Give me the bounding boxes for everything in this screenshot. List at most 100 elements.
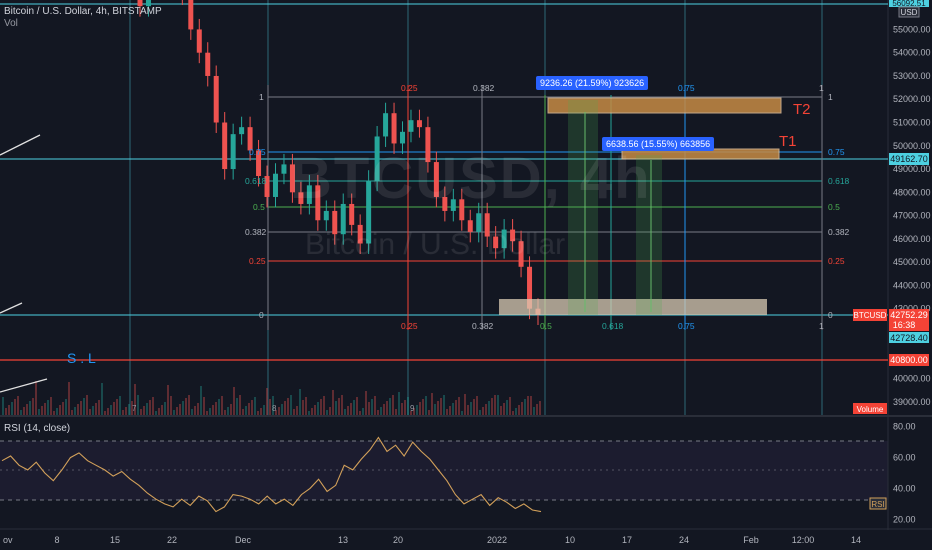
fib-left-025: 0.25: [249, 256, 266, 266]
volume-bar: [242, 409, 244, 415]
candle-body: [340, 203, 346, 235]
volume-bar: [326, 410, 328, 415]
measure-label-t1[interactable]: 6638.56 (15.55%) 663856: [602, 137, 715, 151]
rsi-tick-label: 60.00: [893, 453, 916, 463]
volume-bar: [5, 408, 7, 415]
fib-top-075: 0.75: [678, 83, 695, 93]
volume-bar: [524, 399, 526, 415]
rsi-pane[interactable]: [0, 417, 888, 527]
volume-bar: [20, 410, 22, 415]
volume-bar: [2, 397, 4, 415]
volume-bar: [158, 408, 160, 415]
volume-bar: [503, 403, 505, 415]
price-42728-bg: [889, 332, 929, 343]
btcusd-badge[interactable]: BTCUSD: [854, 311, 887, 320]
volume-bar: [149, 400, 151, 415]
rsi-badge[interactable]: RSI: [871, 500, 884, 509]
volume-bar: [116, 399, 118, 415]
price-tick-label: 45000.00: [893, 257, 931, 267]
candle-body: [416, 120, 422, 128]
zone-bottom[interactable]: [499, 299, 767, 315]
measure-area-t1[interactable]: [636, 155, 662, 315]
fib-bottom-025: 0.25: [401, 321, 418, 331]
volume-bar: [353, 400, 355, 415]
volume-bar: [371, 399, 373, 415]
period-mark-9: 9: [410, 404, 415, 413]
volume-bar: [335, 401, 337, 415]
trendline-3[interactable]: [0, 378, 48, 393]
volume-bar: [140, 409, 142, 415]
volume-bar: [281, 404, 283, 415]
volume-bar: [536, 404, 538, 415]
fib-time-lines[interactable]: [267, 85, 823, 330]
label-t2[interactable]: T2: [793, 101, 811, 118]
rsi-line[interactable]: [1, 436, 542, 513]
volume-bar: [458, 397, 460, 415]
label-stop-loss[interactable]: S . L: [67, 350, 96, 366]
price-candles[interactable]: [137, 0, 541, 325]
volume-bar: [215, 402, 217, 415]
candle-body: [222, 122, 228, 170]
time-tick-label: 12:00: [792, 535, 815, 545]
volume-bar: [59, 405, 61, 415]
price-axis-ticks: 55000.00 54000.00 53000.00 52000.00 51000.00…: [893, 24, 931, 406]
volume-bar: [47, 400, 49, 415]
price-tick-label: 40000.00: [893, 373, 931, 383]
volume-bar: [437, 401, 439, 415]
volume-bar: [50, 397, 52, 415]
trendline-2[interactable]: [0, 302, 23, 314]
candle-body: [527, 266, 533, 309]
volume-bar: [407, 397, 409, 415]
currency-badge-bg: [898, 6, 920, 18]
rsi-tick-label: 40.00: [893, 483, 916, 493]
volume-bar: [233, 387, 235, 415]
candle-body: [205, 52, 211, 76]
measure-label-t2[interactable]: 9236.26 (21.59%) 923626: [536, 76, 649, 90]
time-tick-label: 14: [851, 535, 861, 545]
volume-bar: [134, 384, 136, 415]
volume-bar: [14, 399, 16, 415]
price-tick-label: 48000.00: [893, 187, 931, 197]
volume-bar: [23, 407, 25, 415]
volume-bar: [137, 395, 139, 415]
volume-bar: [101, 383, 103, 415]
volume-bar: [38, 409, 40, 415]
volume-bar: [11, 402, 13, 415]
volume-bar: [425, 396, 427, 415]
countdown-badge: 16:38: [893, 320, 916, 330]
candle-body: [383, 113, 389, 137]
label-t1[interactable]: T1: [779, 133, 797, 150]
measure-area-t2[interactable]: [568, 100, 598, 315]
volume-title[interactable]: Vol: [4, 18, 18, 29]
candle-body: [501, 229, 507, 249]
volume-bar: [302, 400, 304, 415]
volume-bar: [203, 397, 205, 415]
watermark-ticker: BTCUSD, 4h: [290, 146, 652, 211]
rsi-title[interactable]: RSI (14, close): [4, 423, 71, 434]
volume-bar: [260, 408, 262, 415]
volume-bar: [167, 385, 169, 415]
candle-body: [374, 136, 380, 181]
candle-body: [213, 75, 219, 123]
symbol-title[interactable]: Bitcoin / U.S. Dollar, 4h, BITSTAMP: [4, 6, 162, 17]
volume-bar: [41, 406, 43, 415]
volume-bar: [365, 391, 367, 415]
candle-body: [239, 127, 245, 135]
volume-bar: [293, 409, 295, 415]
candle-body: [332, 210, 338, 235]
volume-bar: [263, 405, 265, 415]
volume-bar: [350, 403, 352, 415]
candle-body: [357, 224, 363, 244]
fib-bottom-075: 0.75: [678, 321, 695, 331]
rsi-tick-label: 20.00: [893, 514, 916, 524]
volume-bar: [17, 396, 19, 415]
volume-badge[interactable]: Volume: [857, 405, 884, 414]
target-box-t2[interactable]: [547, 97, 782, 114]
candle-body: [400, 131, 406, 144]
fib-bottom-05: 0.5: [540, 321, 552, 331]
trendline-1[interactable]: [0, 134, 41, 156]
currency-badge[interactable]: USD: [901, 8, 918, 17]
volume-bar: [245, 406, 247, 415]
volume-bar: [185, 398, 187, 415]
